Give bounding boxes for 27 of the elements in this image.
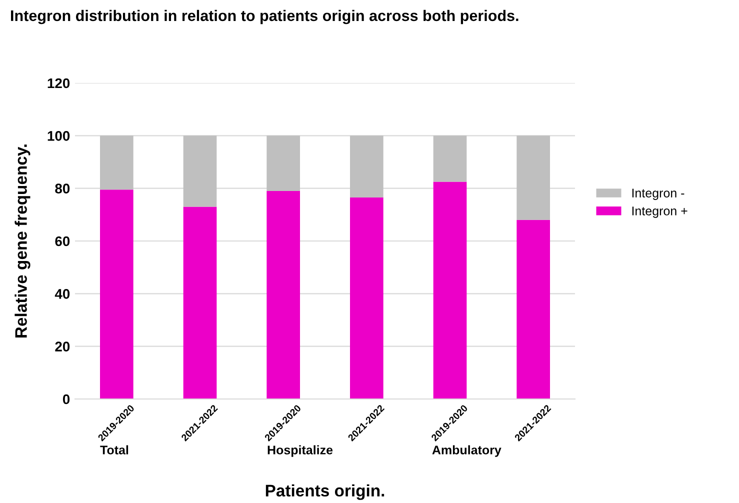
bar (350, 136, 384, 198)
text: Hospitalize (268, 445, 333, 457)
bar (516, 220, 550, 399)
bar (433, 182, 467, 399)
bar (266, 190, 300, 399)
y-tick-label: 120 (48, 78, 70, 88)
y-tick-label: 0 (62, 394, 70, 404)
y-tick-label: 20 (55, 342, 70, 352)
legend-label: Integron + (632, 206, 688, 218)
y-tick-label: 40 (54, 289, 70, 299)
y-axis-title: Relative gene frequency. (14, 144, 30, 338)
y-tick-label: 60 (55, 236, 70, 246)
bar (266, 136, 300, 191)
bar (183, 136, 217, 207)
y-tick-label: 80 (55, 184, 70, 194)
x-axis-title: Patients origin. (266, 484, 384, 500)
bar (100, 190, 134, 399)
bar (516, 136, 550, 220)
legend-label: Integron - (632, 188, 684, 200)
bar (350, 198, 384, 399)
y-tick-label: 100 (48, 131, 70, 141)
text: Ambulatory (432, 445, 502, 457)
bar (433, 136, 467, 182)
chart-title: Integron distribution in relation to patients origin across both periods. (11, 10, 518, 24)
bar (183, 206, 217, 399)
bar (100, 136, 134, 190)
text: Total (100, 445, 128, 454)
